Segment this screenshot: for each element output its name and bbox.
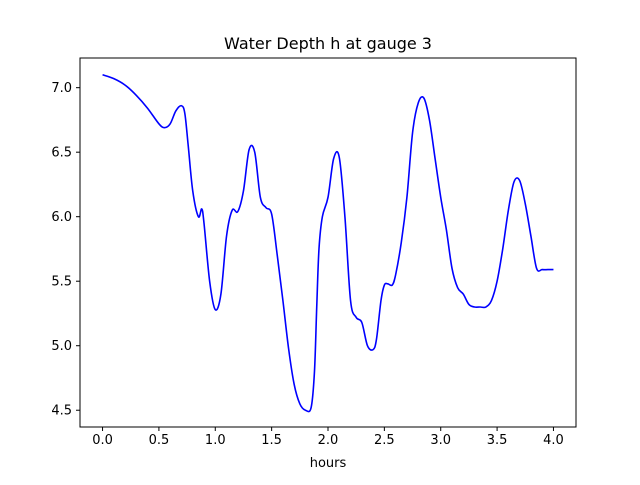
y-tick-label: 6.5 — [51, 146, 72, 161]
y-tick-label: 7.0 — [51, 81, 72, 96]
plot-frame — [79, 57, 577, 428]
x-tick-label: 4.0 — [543, 433, 564, 448]
y-tick-label: 6.0 — [51, 210, 72, 225]
chart-title: Water Depth h at gauge 3 — [224, 34, 432, 53]
x-axis: 0.0 0.5 1.0 1.5 2.0 2.5 3.0 3.5 4.0 — [92, 427, 564, 448]
x-tick-label: 1.5 — [261, 433, 282, 448]
x-axis-label: hours — [310, 456, 347, 471]
x-tick-label: 3.0 — [430, 433, 451, 448]
x-tick-label: 2.0 — [318, 433, 339, 448]
y-axis: 4.5 5.0 5.5 6.0 6.5 7.0 — [51, 81, 80, 419]
y-tick-label: 4.5 — [51, 404, 72, 419]
x-tick-label: 3.5 — [487, 433, 508, 448]
series-line — [102, 74, 554, 413]
x-tick-label: 0.5 — [149, 433, 170, 448]
y-tick-label: 5.5 — [51, 275, 72, 290]
x-tick-label: 0.0 — [92, 433, 113, 448]
y-tick-label: 5.0 — [51, 339, 72, 354]
x-tick-label: 1.0 — [205, 433, 226, 448]
x-tick-label: 2.5 — [374, 433, 395, 448]
series-layer — [102, 74, 554, 413]
